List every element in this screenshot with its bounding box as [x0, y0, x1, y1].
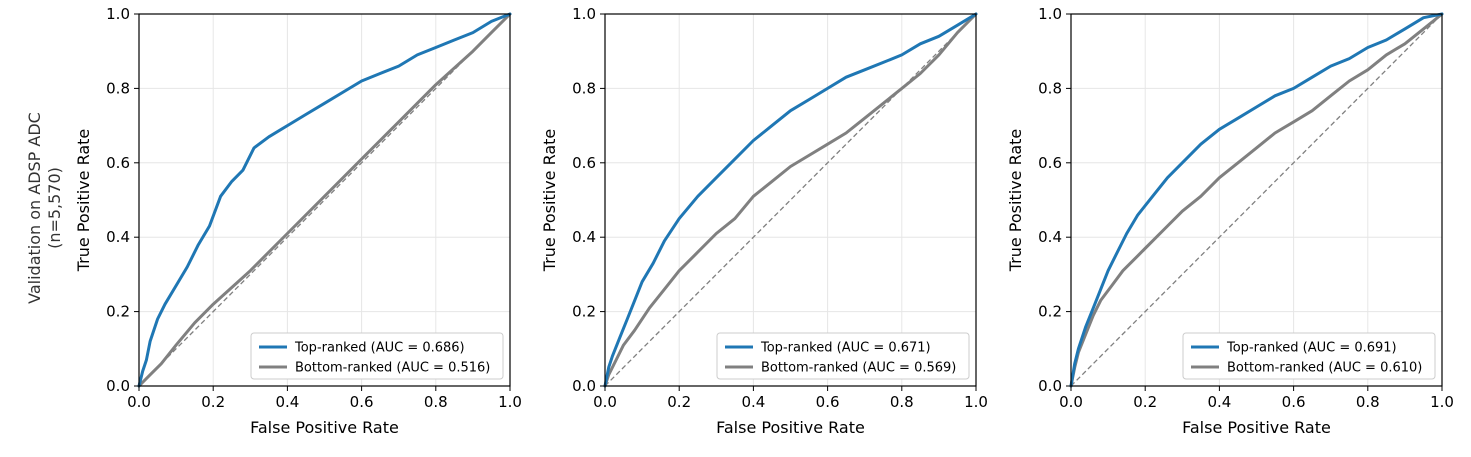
y-tick-label: 0.4	[572, 228, 596, 246]
y-tick-label: 1.0	[106, 5, 130, 23]
x-tick-label: 0.4	[275, 393, 299, 411]
y-tick-label: 1.0	[572, 5, 596, 23]
x-tick-label: 1.0	[964, 393, 988, 411]
grid	[604, 13, 977, 387]
x-tick-label: 0.8	[890, 393, 914, 411]
series-line-bottom	[1069, 12, 1444, 388]
series-line-top	[137, 12, 512, 388]
y-tick-label: 0.2	[106, 303, 130, 321]
x-tick-label: 0.2	[201, 393, 225, 411]
y-tick-label: 0.4	[106, 228, 130, 246]
roc-panel-1: 0.0 0.2 0.4 0.6 0.8 1.0 0.0 0.2 0.4 0.6 0.8 1.0 Fals…	[74, 5, 522, 437]
row-label: Validation on ADSP ADC (n=5,570)	[25, 112, 64, 304]
legend-label-bottom: Bottom-ranked (AUC = 0.610)	[1227, 361, 1422, 376]
x-axis-title: False Positive Rate	[1182, 418, 1331, 437]
y-tick-label: 0.0	[106, 377, 130, 395]
x-tick-label: 0.4	[1207, 393, 1231, 411]
x-tick-label: 0.0	[127, 393, 151, 411]
y-axis-title: True Positive Rate	[74, 129, 93, 273]
y-tick-label: 0.2	[1038, 303, 1062, 321]
legend-label-top: Top-ranked (AUC = 0.691)	[1226, 341, 1397, 356]
y-tick-label: 0.4	[1038, 228, 1062, 246]
y-tick-label: 0.6	[1038, 154, 1062, 172]
series-line-top	[1069, 12, 1444, 388]
x-tick-label: 0.6	[350, 393, 374, 411]
chance-diagonal-line	[604, 13, 977, 387]
x-tick-label: 0.8	[424, 393, 448, 411]
legend: Top-ranked (AUC = 0.691) Bottom-ranked (A…	[1182, 332, 1436, 380]
y-tick-label: 0.8	[1038, 79, 1062, 97]
x-tick-label: 1.0	[1430, 393, 1454, 411]
y-tick-label: 0.0	[572, 377, 596, 395]
legend-label-bottom: Bottom-ranked (AUC = 0.569)	[761, 361, 956, 376]
x-tick-label: 0.2	[1133, 393, 1157, 411]
chance-diagonal-line	[1070, 13, 1443, 387]
x-tick-label: 1.0	[498, 393, 522, 411]
series-line-bottom	[137, 12, 512, 388]
y-axis-title: True Positive Rate	[1006, 129, 1025, 273]
x-tick-label: 0.0	[593, 393, 617, 411]
roc-panel-2: 0.0 0.2 0.4 0.6 0.8 1.0 0.0 0.2 0.4 0.6 0.8 1.0 Fals…	[540, 5, 988, 437]
y-tick-label: 0.0	[1038, 377, 1062, 395]
row-label-line2: (n=5,570)	[45, 167, 64, 249]
plot-frame	[1070, 13, 1443, 387]
row-label-line1: Validation on ADSP ADC	[25, 112, 44, 304]
y-tick-label: 0.6	[106, 154, 130, 172]
legend-box	[1182, 332, 1436, 380]
y-tick-label: 0.8	[106, 79, 130, 97]
x-axis-title: False Positive Rate	[250, 418, 399, 437]
legend-label-top: Top-ranked (AUC = 0.671)	[760, 341, 931, 356]
roc-panel-3: 0.0 0.2 0.4 0.6 0.8 1.0 0.0 0.2 0.4 0.6 0.8 1.0 Fals…	[1006, 5, 1454, 437]
x-tick-label: 0.6	[816, 393, 840, 411]
legend-label-top: Top-ranked (AUC = 0.686)	[294, 341, 465, 356]
x-tick-label: 0.0	[1059, 393, 1083, 411]
legend: Top-ranked (AUC = 0.686) Bottom-ranked (A…	[250, 332, 504, 380]
x-tick-label: 0.8	[1356, 393, 1380, 411]
x-axis-title: False Positive Rate	[716, 418, 865, 437]
legend-label-bottom: Bottom-ranked (AUC = 0.516)	[295, 361, 490, 376]
legend: Top-ranked (AUC = 0.671) Bottom-ranked (A…	[716, 332, 970, 380]
series-line-bottom	[603, 12, 978, 388]
y-tick-label: 0.8	[572, 79, 596, 97]
legend-box	[250, 332, 504, 380]
x-tick-label: 0.2	[667, 393, 691, 411]
y-tick-label: 0.6	[572, 154, 596, 172]
plot-frame	[138, 13, 511, 387]
x-tick-label: 0.4	[741, 393, 765, 411]
grid	[1070, 13, 1443, 387]
plot-frame	[604, 13, 977, 387]
y-axis-title: True Positive Rate	[540, 129, 559, 273]
y-tick-label: 0.2	[572, 303, 596, 321]
legend-box	[716, 332, 970, 380]
series-line-top	[603, 12, 978, 388]
y-tick-label: 1.0	[1038, 5, 1062, 23]
x-tick-label: 0.6	[1282, 393, 1306, 411]
